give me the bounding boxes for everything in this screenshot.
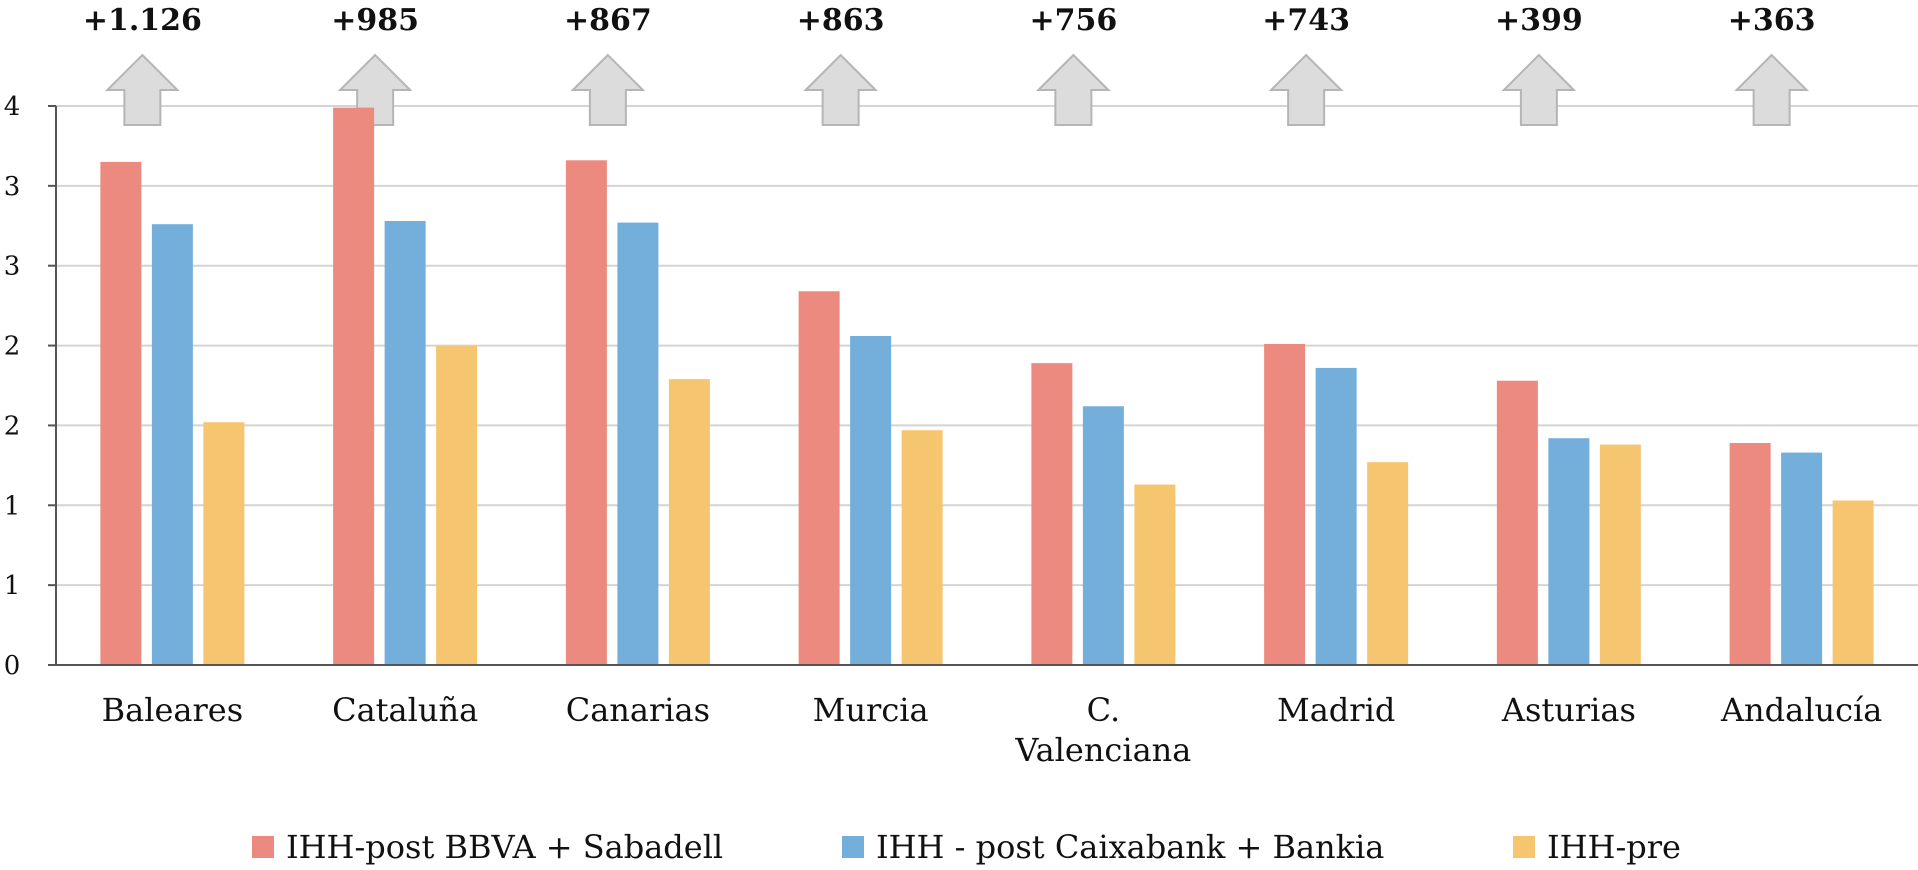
bar: [151, 224, 193, 665]
up-arrow-icon: [337, 53, 413, 126]
y-tick-label: 3: [4, 252, 21, 282]
delta-label: +743: [1262, 3, 1350, 38]
y-tick-label: 4: [4, 92, 21, 122]
delta-label: +985: [331, 3, 419, 38]
bar: [1496, 380, 1538, 665]
x-category-label: Valenciana: [1014, 731, 1191, 769]
x-category-label: Murcia: [813, 691, 929, 729]
up-arrow-icon: [1268, 53, 1344, 126]
legend-swatch: [842, 836, 864, 858]
y-tick-label: 1: [4, 571, 21, 601]
delta-label: +863: [797, 3, 885, 38]
x-category-label: Baleares: [102, 691, 244, 729]
bar: [1264, 343, 1306, 665]
arrow-layer: [104, 53, 1810, 126]
bar-layer: [100, 107, 1874, 665]
bar: [1781, 452, 1823, 665]
x-category-label: C.: [1087, 691, 1121, 729]
legend-swatch: [252, 836, 274, 858]
bar: [1832, 500, 1874, 665]
bar: [850, 335, 892, 665]
bar: [384, 220, 426, 665]
up-arrow-icon: [803, 53, 879, 126]
bar: [203, 422, 245, 665]
label-layer: 0 1 1 2 2 3 3 4 Baleares +1.126 Cataluña +985 Canari…: [4, 3, 1883, 769]
bar: [1315, 367, 1357, 665]
x-category-label: Asturias: [1501, 691, 1636, 729]
bar: [333, 107, 375, 665]
x-category-label: Andalucía: [1720, 691, 1882, 729]
up-arrow-icon: [104, 53, 180, 126]
delta-label: +867: [564, 3, 652, 38]
up-arrow-icon: [1501, 53, 1577, 126]
bar: [100, 161, 142, 665]
y-tick-label: 2: [4, 332, 21, 362]
bar: [617, 222, 659, 665]
bar: [1548, 438, 1590, 665]
legend-entry: IHH-post BBVA + Sabadell: [286, 828, 723, 866]
legend-layer: IHH-post BBVA + Sabadell IHH - post Caixa…: [252, 828, 1681, 866]
bar: [798, 291, 840, 665]
legend-entry: IHH-pre: [1547, 828, 1681, 866]
x-category-label: Cataluña: [332, 691, 478, 729]
delta-label: +1.126: [83, 3, 202, 38]
bar: [1599, 444, 1641, 665]
up-arrow-icon: [1035, 53, 1111, 126]
bar: [1031, 363, 1073, 665]
bar: [1729, 442, 1771, 665]
x-category-label: Canarias: [566, 691, 710, 729]
bar: [436, 345, 478, 665]
bar: [901, 430, 943, 665]
axis-layer: [48, 105, 1918, 666]
legend-swatch: [1513, 836, 1535, 858]
legend-entry: IHH - post Caixabank + Bankia: [876, 828, 1384, 866]
bar: [1367, 462, 1409, 665]
y-tick-label: 0: [4, 651, 21, 681]
x-category-label: Madrid: [1277, 691, 1395, 729]
y-tick-label: 3: [4, 172, 21, 202]
bar: [1082, 406, 1124, 665]
delta-label: +363: [1728, 3, 1816, 38]
y-tick-label: 2: [4, 411, 21, 441]
up-arrow-icon: [570, 53, 646, 126]
delta-label: +756: [1029, 3, 1117, 38]
delta-label: +399: [1495, 3, 1583, 38]
bar: [565, 160, 607, 665]
y-tick-label: 1: [4, 491, 21, 521]
up-arrow-icon: [1734, 53, 1810, 126]
bar: [668, 379, 710, 665]
bar: [1134, 484, 1176, 665]
